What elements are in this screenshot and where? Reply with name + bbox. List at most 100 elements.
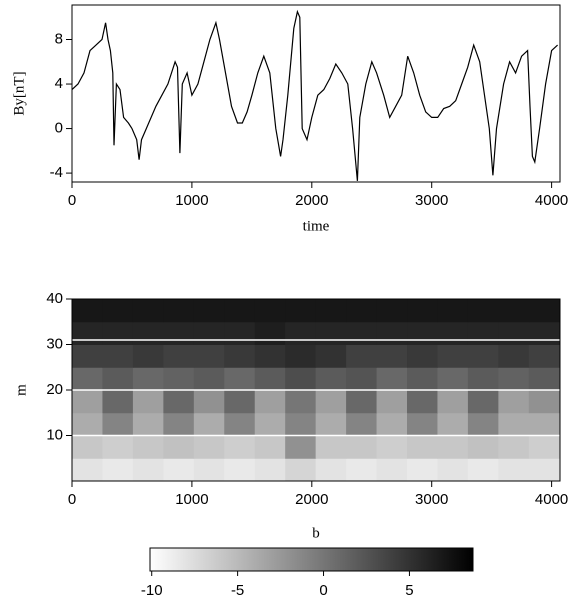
heatmap-cell bbox=[467, 435, 499, 459]
y-tick-label: 40 bbox=[46, 290, 63, 307]
heatmap-cell bbox=[376, 299, 408, 323]
heatmap-cell bbox=[132, 367, 164, 391]
y-axis-label: By[nT] bbox=[11, 71, 27, 115]
heatmap-cell bbox=[254, 321, 286, 345]
heatmap-cell bbox=[407, 458, 438, 482]
heatmap-cell bbox=[346, 344, 378, 368]
heatmap-cell bbox=[254, 458, 286, 482]
heatmap-cell bbox=[315, 435, 347, 459]
y-tick-label: 10 bbox=[46, 426, 63, 443]
heatmap-cell bbox=[315, 412, 347, 436]
heatmap-cell bbox=[498, 390, 530, 414]
heatmap-cell bbox=[407, 367, 438, 391]
heatmap-cell bbox=[376, 321, 408, 345]
heatmap-cell bbox=[437, 435, 469, 459]
heatmap-cell bbox=[72, 412, 103, 436]
heatmap-cell bbox=[467, 390, 499, 414]
heatmap-cell bbox=[498, 299, 530, 323]
heatmap-cell bbox=[224, 390, 256, 414]
heatmap-cell bbox=[193, 458, 225, 482]
heatmap-cell bbox=[315, 390, 347, 414]
heatmap-cell bbox=[315, 458, 347, 482]
heatmap-cell bbox=[437, 299, 469, 323]
heatmap-cell bbox=[498, 458, 530, 482]
heatmap-cell bbox=[376, 367, 408, 391]
heatmap-cell bbox=[102, 299, 134, 323]
y-tick-label: 20 bbox=[46, 381, 63, 398]
heatmap-cell bbox=[72, 367, 103, 391]
heatmap-cell bbox=[498, 344, 530, 368]
heatmap-cell bbox=[193, 390, 225, 414]
heatmap-cell bbox=[132, 435, 164, 459]
heatmap-cell bbox=[407, 344, 438, 368]
heatmap-cell bbox=[498, 367, 530, 391]
y-tick-label: -4 bbox=[50, 164, 63, 181]
heatmap-cell bbox=[254, 390, 286, 414]
heatmap-cell bbox=[193, 299, 225, 323]
heatmap-cell bbox=[224, 321, 256, 345]
heatmap-cell bbox=[346, 435, 378, 459]
heatmap-cell bbox=[163, 458, 195, 482]
heatmap-cell bbox=[407, 299, 438, 323]
heatmap-cell bbox=[376, 344, 408, 368]
x-tick-label: 1000 bbox=[175, 192, 208, 209]
heatmap-cell bbox=[132, 299, 164, 323]
heatmap-cell bbox=[315, 321, 347, 345]
heatmap-cell bbox=[102, 367, 134, 391]
y-tick-label: 30 bbox=[46, 335, 63, 352]
heatmap-cell bbox=[102, 344, 134, 368]
heatmap-cell bbox=[163, 367, 195, 391]
x-tick-label: 4000 bbox=[535, 491, 568, 508]
heatmap-cell bbox=[467, 367, 499, 391]
heatmap-cell bbox=[72, 321, 103, 345]
heatmap-cell bbox=[102, 390, 134, 414]
heatmap-cell bbox=[132, 321, 164, 345]
heatmap-cell bbox=[376, 412, 408, 436]
heatmap-cell bbox=[467, 458, 499, 482]
heatmap-cell bbox=[528, 321, 560, 345]
heatmap-cell bbox=[102, 435, 134, 459]
heatmap-cell bbox=[285, 412, 317, 436]
heatmap-cell bbox=[285, 435, 317, 459]
heatmap-cell bbox=[224, 299, 256, 323]
heatmap-cell bbox=[224, 458, 256, 482]
y-tick-label: 8 bbox=[55, 30, 63, 47]
heatmap-cell bbox=[528, 344, 560, 368]
heatmap-cell bbox=[254, 412, 286, 436]
plot-frame bbox=[71, 4, 561, 183]
heatmap-cell bbox=[376, 435, 408, 459]
heatmap-cell bbox=[163, 390, 195, 414]
heatmap-cell bbox=[102, 412, 134, 436]
heatmap-cell bbox=[224, 412, 256, 436]
heatmap-cell bbox=[132, 390, 164, 414]
heatmap-cell bbox=[224, 435, 256, 459]
heatmap-cell bbox=[163, 299, 195, 323]
colorbar-tick-label: 0 bbox=[319, 582, 327, 599]
y-axis-label: m bbox=[13, 384, 29, 396]
heatmap-cell bbox=[437, 458, 469, 482]
heatmap-cell bbox=[285, 299, 317, 323]
heatmap-cell bbox=[528, 299, 560, 323]
heatmap-cell bbox=[407, 321, 438, 345]
colorbar bbox=[149, 547, 474, 572]
heatmap-cell bbox=[346, 390, 378, 414]
heatmap-cell bbox=[528, 367, 560, 391]
heatmap-cell bbox=[102, 458, 134, 482]
heatmap-cell bbox=[498, 412, 530, 436]
heatmap-cell bbox=[498, 435, 530, 459]
heatmap-cell bbox=[346, 412, 378, 436]
heatmap-cell bbox=[528, 435, 560, 459]
x-tick-label: 4000 bbox=[535, 192, 568, 209]
heatmap-cell bbox=[72, 299, 103, 323]
heatmap-cell bbox=[437, 390, 469, 414]
heatmap-cell bbox=[285, 367, 317, 391]
data-line bbox=[71, 9, 559, 181]
heatmap-cell bbox=[528, 390, 560, 414]
heatmap-cell bbox=[315, 299, 347, 323]
heatmap-cell bbox=[285, 458, 317, 482]
heatmap-cell bbox=[437, 412, 469, 436]
heatmap-cell bbox=[102, 321, 134, 345]
heatmap-cell bbox=[163, 321, 195, 345]
x-tick-label: 2000 bbox=[295, 192, 328, 209]
heatmap-cell bbox=[254, 367, 286, 391]
